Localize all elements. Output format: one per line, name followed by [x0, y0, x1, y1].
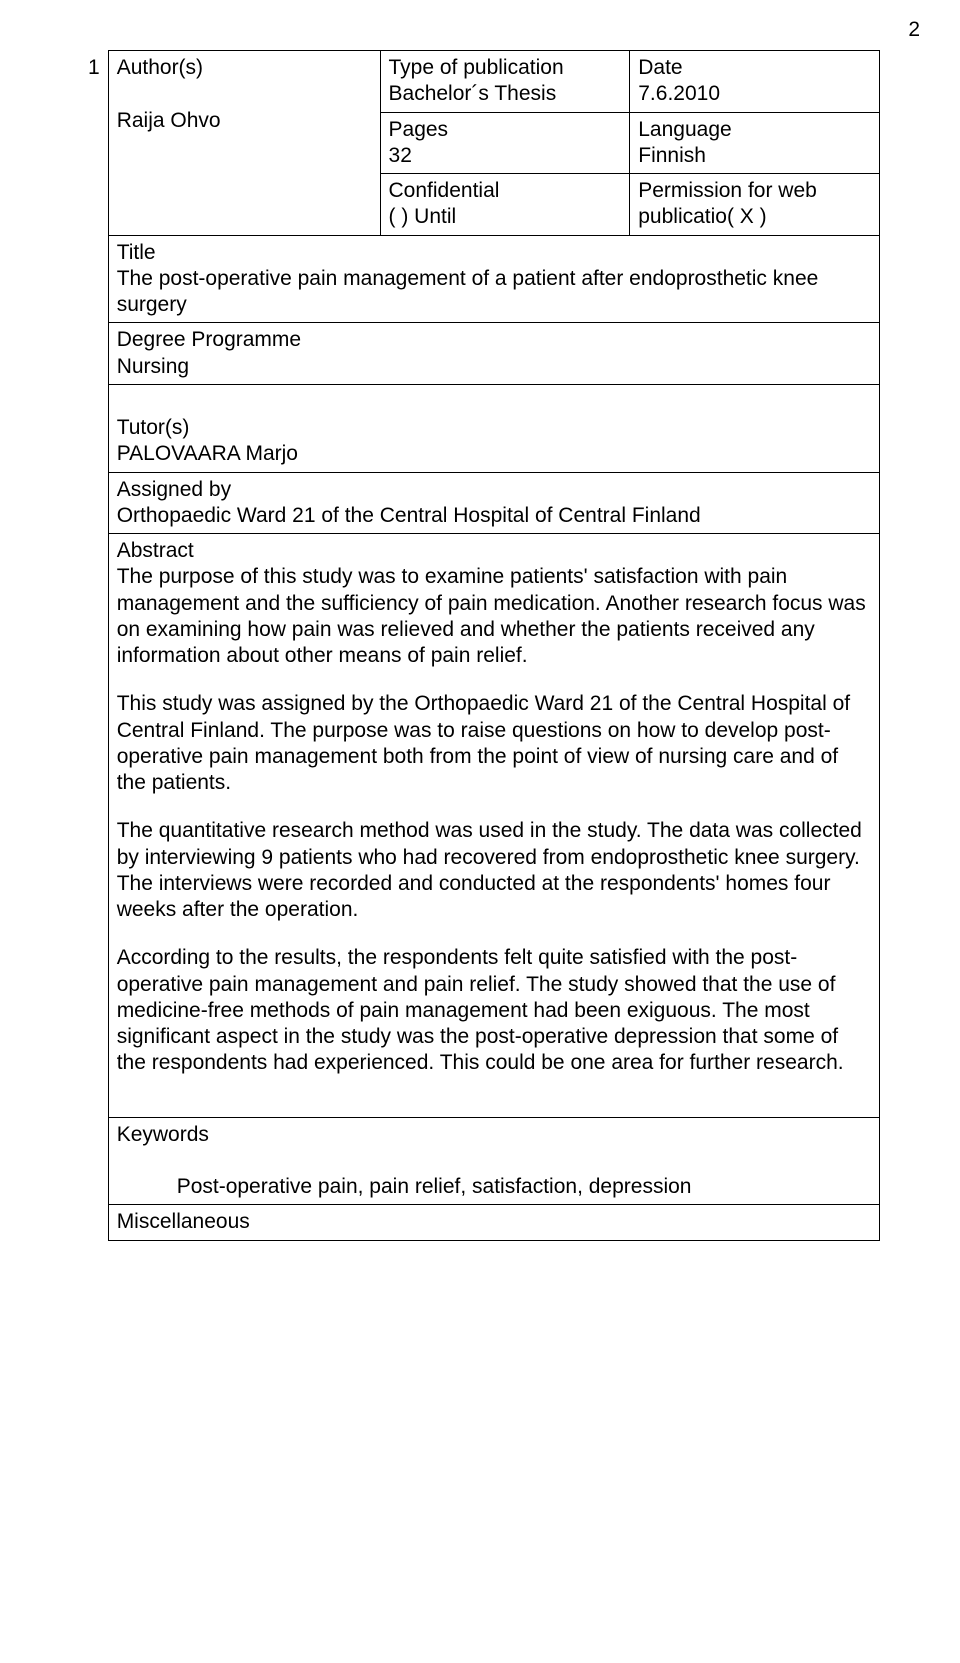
type-cell: Type of publication Bachelor´s Thesis: [381, 51, 630, 112]
degree-cell: Degree Programme Nursing: [108, 323, 879, 385]
author-cell: Author(s) Raija Ohvo: [108, 51, 380, 236]
abstract-p4: According to the results, the respondent…: [117, 945, 871, 1076]
keywords-value: Post-operative pain, pain relief, satisf…: [117, 1175, 692, 1198]
tutor-value: PALOVAARA Marjo: [117, 442, 298, 465]
date-value: 7.6.2010: [638, 82, 720, 105]
pages-value: 32: [389, 144, 412, 167]
misc-cell: Miscellaneous: [108, 1205, 879, 1240]
language-cell: Language Finnish: [630, 112, 879, 174]
abstract-p2: This study was assigned by the Orthopaed…: [117, 691, 871, 796]
header-right-cell: Type of publication Bachelor´s Thesis Da…: [380, 51, 879, 236]
page-number: 2: [908, 18, 920, 42]
abstract-p1: The purpose of this study was to examine…: [117, 564, 871, 669]
date-cell: Date 7.6.2010: [630, 51, 879, 112]
abstract-cell: Abstract The purpose of this study was t…: [108, 534, 879, 1118]
header-inner-table: Type of publication Bachelor´s Thesis Da…: [381, 51, 879, 235]
type-value: Bachelor´s Thesis: [389, 82, 557, 105]
tutor-label: Tutor(s): [117, 416, 190, 439]
assigned-cell: Assigned by Orthopaedic Ward 21 of the C…: [108, 472, 879, 534]
pages-cell: Pages 32: [381, 112, 630, 174]
date-label: Date: [638, 56, 682, 79]
abstract-label: Abstract: [117, 539, 194, 562]
keywords-cell: Keywords Post-operative pain, pain relie…: [108, 1117, 879, 1205]
type-label: Type of publication: [389, 56, 564, 79]
confidential-cell: Confidential ( ) Until: [381, 174, 630, 235]
author-label: Author(s): [117, 56, 203, 79]
assigned-value: Orthopaedic Ward 21 of the Central Hospi…: [117, 504, 701, 527]
confidential-value: ( ) Until: [389, 205, 457, 228]
permission-label: Permission for web publicatio( X ): [638, 179, 817, 228]
author-value: Raija Ohvo: [117, 109, 221, 132]
abstract-p3: The quantitative research method was use…: [117, 818, 871, 923]
keywords-label: Keywords: [117, 1123, 209, 1146]
assigned-label: Assigned by: [117, 478, 231, 501]
misc-label: Miscellaneous: [117, 1210, 250, 1233]
page-container: 2 1 Author(s) Raija Ohvo Type of publica…: [0, 0, 960, 1301]
title-value: The post-operative pain management of a …: [117, 267, 819, 316]
metadata-table: 1 Author(s) Raija Ohvo Type of publicati…: [80, 50, 880, 1241]
tutor-cell: Tutor(s) PALOVAARA Marjo: [108, 384, 879, 472]
permission-cell: Permission for web publicatio( X ): [630, 174, 879, 235]
language-label: Language: [638, 118, 731, 141]
title-cell: Title The post-operative pain management…: [108, 235, 879, 323]
confidential-label: Confidential: [389, 179, 500, 202]
degree-value: Nursing: [117, 355, 189, 378]
language-value: Finnish: [638, 144, 706, 167]
title-label: Title: [117, 241, 156, 264]
pages-label: Pages: [389, 118, 449, 141]
row-index-1: 1: [80, 51, 108, 236]
degree-label: Degree Programme: [117, 328, 301, 351]
